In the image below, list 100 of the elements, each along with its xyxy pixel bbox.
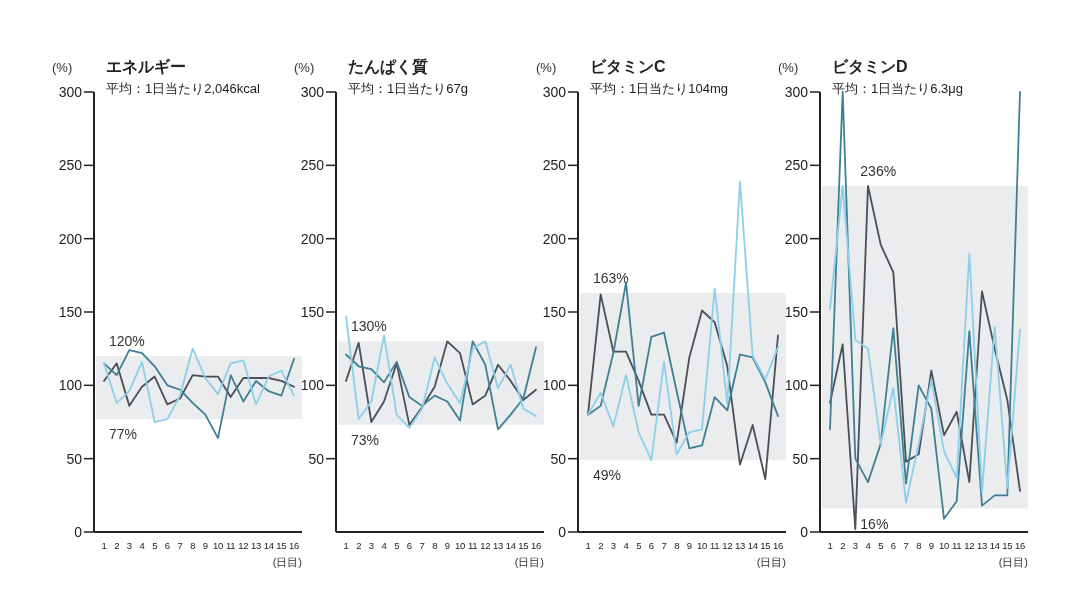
x-tick-label: 13 [977,540,987,551]
x-tick-label: 9 [928,540,934,551]
x-tick-label: 13 [251,540,261,551]
x-tick-label: 4 [381,540,387,551]
x-tick-label: 16 [531,540,541,551]
y-tick-label: 300 [784,84,809,100]
y-tick-label: 100 [784,377,809,394]
y-axis-title: (%) [52,60,73,75]
x-tick-label: 3 [368,540,374,551]
x-tick-label: 5 [878,540,884,551]
line-series [345,315,537,429]
y-tick-label: 100 [58,377,83,394]
y-tick-label: 150 [58,304,83,320]
x-tick-label: 8 [916,540,922,551]
x-axis-title: (日目) [514,556,544,568]
annotation: 163% [593,269,629,286]
line-series [103,349,295,440]
x-tick-label: 5 [152,540,158,551]
x-tick-label: 5 [636,540,642,551]
x-tick-label: 4 [865,540,871,551]
y-tick-label: 200 [784,230,809,247]
annotation: 120% [109,333,145,349]
x-tick-label: 6 [648,540,654,551]
x-tick-label: 9 [444,540,450,551]
annotation: 73% [351,431,380,448]
x-tick-label: 3 [852,540,858,551]
y-tick-label: 150 [542,304,567,320]
y-tick-label: 200 [300,230,325,247]
x-tick-label: 12 [238,540,249,551]
x-tick-label: 9 [202,540,208,551]
chart-subtitle: 平均：1日当たり67g [348,81,468,96]
x-tick-label: 2 [840,540,846,551]
y-axis-title: (%) [536,60,557,75]
y-tick-label: 250 [58,157,83,174]
x-tick-label: 12 [964,540,975,551]
y-axis-title: (%) [294,60,315,75]
x-tick-label: 11 [710,540,720,551]
x-tick-label: 14 [263,540,274,551]
x-tick-label: 16 [289,540,299,551]
x-tick-label: 3 [126,540,132,551]
x-tick-label: 13 [735,540,745,551]
x-tick-label: 15 [518,540,529,551]
x-tick-label: 3 [610,540,616,551]
x-tick-label: 6 [890,540,896,551]
x-tick-label: 1 [585,540,591,551]
x-tick-label: 4 [139,540,145,551]
y-axis-title: (%) [778,60,799,75]
y-tick-label: 200 [542,230,567,247]
y-tick-label: 50 [792,450,809,467]
x-tick-label: 2 [598,540,604,551]
annotation: 77% [109,426,138,443]
x-tick-label: 7 [661,540,667,551]
x-tick-label: 16 [773,540,783,551]
line-series [587,281,779,450]
x-tick-label: 13 [493,540,503,551]
y-tick-label: 200 [58,230,83,247]
x-tick-label: 9 [686,540,692,551]
x-tick-label: 12 [480,540,491,551]
x-tick-label: 15 [760,540,771,551]
y-tick-label: 250 [300,157,325,174]
line-series [587,293,779,481]
y-tick-label: 0 [800,524,809,540]
x-tick-label: 10 [455,540,465,551]
chart-title: たんぱく質 [348,58,428,76]
y-tick-label: 150 [784,304,809,320]
x-tick-label: 2 [356,540,362,551]
x-tick-label: 14 [747,540,758,551]
annotation: 236% [860,162,897,179]
y-tick-label: 50 [66,450,83,467]
y-tick-label: 100 [542,377,567,394]
x-tick-label: 12 [722,540,733,551]
chart-title: ビタミンD [832,58,908,75]
x-tick-label: 15 [1002,540,1013,551]
x-axis-title: (日目) [756,556,786,568]
annotation: 16% [860,515,889,532]
chart-subtitle: 平均：1日当たり104mg [590,81,728,96]
x-tick-label: 6 [164,540,170,551]
x-tick-label: 10 [697,540,707,551]
x-tick-label: 11 [952,540,962,551]
x-tick-label: 5 [394,540,400,551]
x-tick-label: 14 [989,540,1000,551]
x-tick-label: 10 [939,540,949,551]
annotation: 130% [351,318,387,335]
x-tick-label: 16 [1015,540,1025,551]
line-series [103,347,295,423]
x-tick-label: 11 [468,540,478,551]
y-tick-label: 300 [542,84,567,100]
x-tick-label: 1 [343,540,349,551]
line-series [103,362,295,407]
x-tick-label: 8 [190,540,196,551]
x-tick-label: 8 [674,540,680,551]
line-series [587,180,779,462]
y-tick-label: 250 [784,157,809,174]
y-tick-label: 300 [300,84,325,100]
x-tick-label: 8 [432,540,438,551]
y-tick-label: 150 [300,304,325,320]
chart-subtitle: 平均：1日当たり6.3μg [832,81,964,96]
y-tick-label: 50 [550,450,567,467]
x-tick-label: 6 [406,540,412,551]
y-tick-label: 100 [300,377,325,394]
